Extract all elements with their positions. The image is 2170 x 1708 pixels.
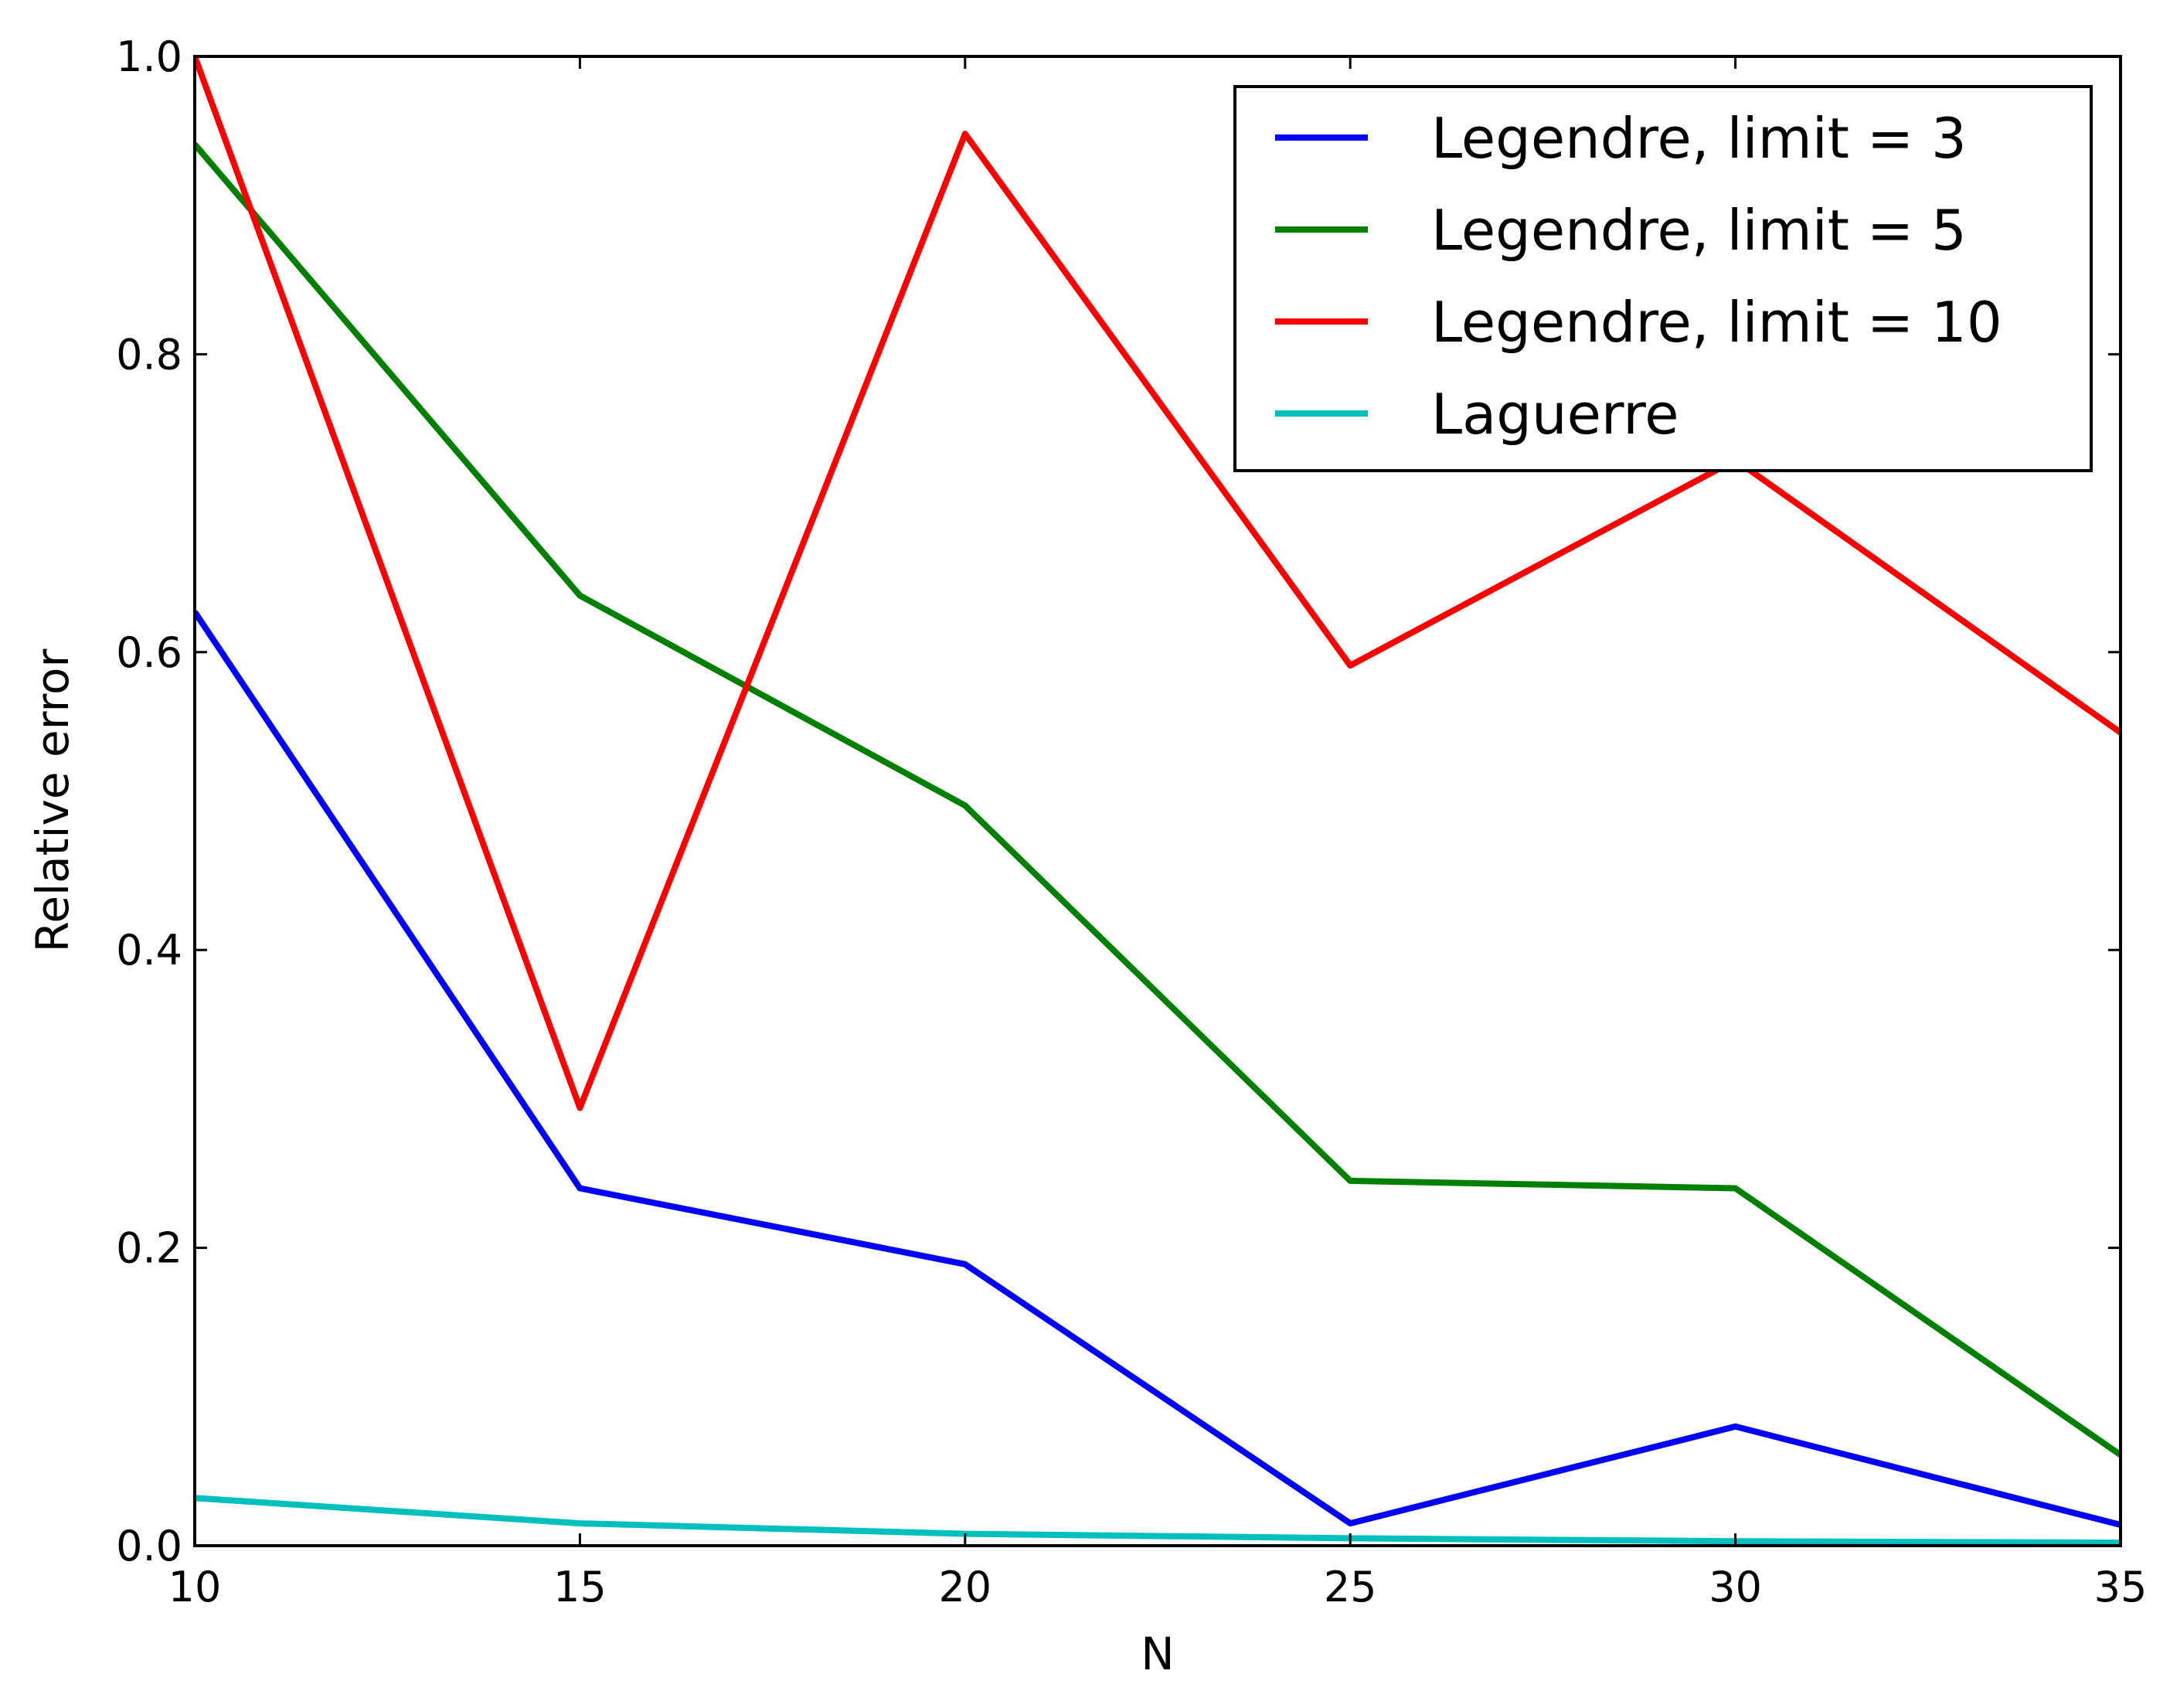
legend-label-3: Legendre, limit = 10 [1431, 290, 2002, 355]
series-line-3 [195, 55, 2121, 1111]
series-line-1 [195, 610, 2121, 1528]
x-tick-label: 25 [1324, 1563, 1377, 1611]
x-tick-label: 15 [553, 1563, 607, 1611]
series-line-2 [195, 142, 2121, 1458]
legend-box [1233, 85, 2093, 472]
series-line-4 [195, 1495, 2121, 1546]
plot-frame [193, 55, 2122, 1547]
y-tick-label: 1.0 [116, 32, 182, 81]
legend-label-1: Legendre, limit = 3 [1431, 106, 1967, 171]
x-axis-title: N [1141, 1628, 1174, 1680]
ticks-layer: 10 15 20 25 30 35 0.0 0.2 0.4 0.6 0.8 1.0 [116, 32, 2147, 1611]
y-tick-label: 0.4 [116, 926, 182, 975]
y-axis-title: Relative error [26, 648, 79, 952]
series-layer [195, 55, 2121, 1546]
y-tick-label: 0.0 [116, 1522, 182, 1570]
x-tick-label: 10 [168, 1563, 222, 1611]
y-tick-label: 0.6 [116, 628, 182, 677]
legend: Legendre, limit = 3 Legendre, limit = 5 Le… [1233, 85, 2093, 472]
x-tick-label: 35 [2094, 1563, 2148, 1611]
y-tick-label: 0.8 [116, 330, 182, 379]
legend-label-2: Legendre, limit = 5 [1431, 198, 1967, 263]
x-tick-label: 30 [1709, 1563, 1762, 1611]
y-tick-label: 0.2 [116, 1224, 182, 1273]
x-tick-label: 20 [938, 1563, 991, 1611]
legend-label-4: Laguerre [1431, 382, 1679, 447]
